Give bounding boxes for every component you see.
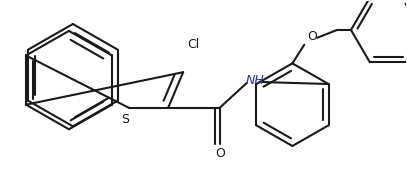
Text: O: O xyxy=(307,30,317,43)
Text: S: S xyxy=(122,113,129,126)
Text: NH: NH xyxy=(245,74,264,87)
Text: Cl: Cl xyxy=(187,38,199,51)
Text: O: O xyxy=(215,147,225,160)
